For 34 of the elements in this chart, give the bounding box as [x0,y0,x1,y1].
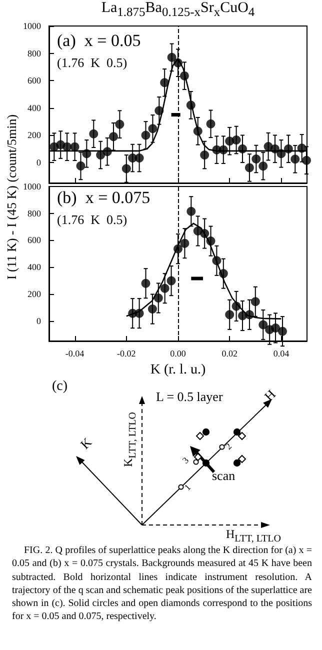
y-tick-label: 800 [28,208,42,218]
text: 2 [223,441,234,452]
x-tick-label: -0.02 [117,348,136,358]
caption: FIG. 2. Q profiles of superlattice peaks along the K direction for (a) x = 0.05 and (b) x = 0.075 crystals. Backgrounds measured at 45 K have been subtracted. Bold horizontal lines indicate instrument resolution. A trajectory of the q scan and schematic peak positions of the superlattice are shown in (c). Solid circles and open diamonds correspond to the positions for x = 0.05 and 0.075, respectively. [12,544,312,624]
annotation: (b) x = 0.075 [57,188,150,207]
y-axis-title: I (11 K) - I (45 K) (count/5min) [4,113,20,282]
x-tick-label: 0.00 [170,348,186,358]
chart-title: La$_{1.875}$Ba$_{0.125-x}$Sr$_{x}$CuO$_{4}$ [100,0,256,20]
text: L = 0.5 layer [156,389,223,404]
text: H$_{LTT, LTLO}$ [226,527,281,544]
y-tick-label: 400 [28,262,42,272]
x-tick-label: 0.02 [222,348,238,358]
text: scan [212,468,236,483]
y-tick-label: 600 [28,76,42,86]
y-tick-label: 1000 [23,182,42,192]
y-tick-label: 600 [28,235,42,246]
text: H [261,386,279,404]
annotation: (1.76 K 0.5) [57,212,128,227]
text: (c) [52,379,68,394]
annotation: (1.76 K 0.5) [57,55,128,70]
y-tick-label: 0 [36,158,42,168]
text: 3 [180,455,191,466]
text: 1 [182,482,193,492]
annotation: (a) x = 0.05 [57,31,141,50]
y-tick-label: 400 [28,102,42,113]
y-tick-label: 200 [28,130,42,140]
x-tick-label: 0.04 [273,348,290,358]
x-axis-title: K (r. l. u.) [150,362,206,378]
y-tick-label: 200 [28,288,42,299]
x-tick-label: -0.04 [65,348,85,358]
y-tick-label: 1000 [23,21,42,31]
y-tick-label: 800 [28,48,42,58]
y-tick-label: 0 [36,316,42,326]
text: K [77,434,95,452]
